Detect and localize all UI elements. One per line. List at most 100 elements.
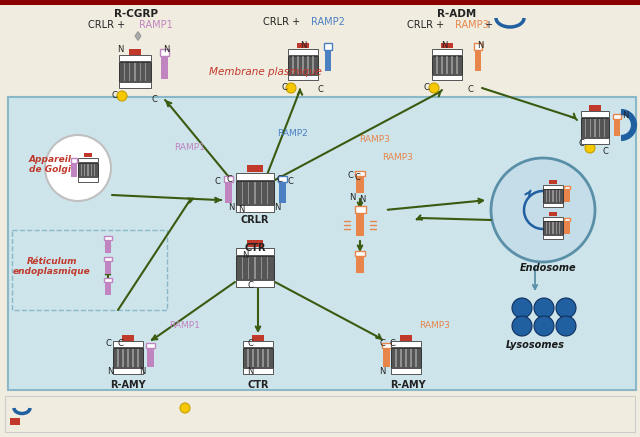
Bar	[236, 205, 274, 212]
Text: Appareil: Appareil	[29, 156, 72, 164]
Bar	[559, 222, 560, 234]
Bar	[278, 176, 287, 182]
Bar	[589, 105, 600, 111]
Bar	[106, 283, 111, 295]
Text: R-AMY: R-AMY	[390, 380, 426, 390]
Bar	[8, 97, 636, 390]
Circle shape	[512, 298, 532, 318]
Circle shape	[512, 316, 532, 336]
Bar	[113, 341, 143, 347]
Text: C: C	[247, 340, 253, 348]
Bar	[546, 190, 547, 202]
Bar	[241, 257, 243, 279]
Polygon shape	[135, 31, 141, 41]
Bar	[248, 182, 250, 204]
Bar	[267, 257, 268, 279]
Bar	[410, 349, 412, 367]
Bar	[474, 43, 483, 49]
Bar	[355, 206, 365, 213]
Bar	[254, 182, 256, 204]
Text: RAMP1: RAMP1	[139, 20, 173, 30]
Bar	[87, 164, 88, 176]
Text: N: N	[139, 368, 145, 377]
Text: N: N	[300, 42, 306, 51]
Bar	[564, 222, 570, 234]
Text: C: C	[247, 281, 253, 289]
Circle shape	[180, 403, 190, 413]
Bar	[267, 182, 268, 204]
Bar	[122, 349, 124, 367]
Text: C: C	[117, 340, 123, 348]
Text: CRLR +: CRLR +	[88, 20, 128, 30]
Bar	[236, 173, 274, 180]
Circle shape	[117, 91, 127, 101]
Bar	[604, 119, 605, 137]
Bar	[581, 111, 609, 117]
Text: C: C	[317, 86, 323, 94]
Text: RAMP3: RAMP3	[383, 153, 413, 163]
Text: N: N	[163, 45, 169, 53]
Bar	[594, 119, 596, 137]
Bar	[549, 190, 550, 202]
Bar	[278, 183, 285, 203]
Text: R-ADM: R-ADM	[437, 9, 477, 19]
Circle shape	[286, 83, 296, 93]
Bar	[391, 341, 421, 347]
Bar	[324, 43, 332, 49]
Bar	[543, 221, 563, 235]
Bar	[312, 56, 314, 73]
Bar	[288, 55, 318, 74]
Bar	[248, 257, 250, 279]
Text: +: +	[484, 20, 492, 30]
Bar	[546, 222, 547, 234]
Bar	[236, 248, 274, 255]
Bar	[106, 262, 111, 274]
Bar	[556, 190, 557, 202]
Bar	[391, 348, 421, 368]
Circle shape	[491, 158, 595, 262]
Bar	[475, 51, 481, 72]
Text: N: N	[477, 42, 483, 51]
Bar	[585, 119, 586, 137]
Bar	[441, 56, 443, 73]
Bar	[119, 62, 151, 82]
Bar	[391, 368, 421, 374]
Bar	[297, 43, 309, 49]
Bar	[355, 251, 365, 256]
Bar	[383, 349, 390, 367]
Bar	[117, 349, 118, 367]
Text: N: N	[117, 45, 123, 53]
Bar	[446, 56, 447, 73]
Bar	[94, 164, 95, 176]
Bar	[307, 56, 308, 73]
Text: C: C	[578, 139, 584, 149]
Text: C: C	[105, 340, 111, 348]
Bar	[432, 55, 462, 74]
Text: CRLR +: CRLR +	[407, 20, 447, 30]
Text: Lysosomes: Lysosomes	[506, 340, 564, 350]
Bar	[72, 163, 77, 177]
Text: CRLR: CRLR	[241, 215, 269, 225]
Circle shape	[45, 135, 111, 201]
Text: Réticulum: Réticulum	[27, 257, 77, 267]
Bar	[10, 418, 20, 425]
Bar	[441, 43, 453, 49]
Bar	[302, 56, 303, 73]
Bar	[104, 278, 111, 282]
Text: C: C	[602, 148, 608, 156]
Bar	[147, 349, 154, 367]
Bar	[254, 257, 256, 279]
Bar	[581, 118, 609, 138]
Circle shape	[534, 298, 554, 318]
Bar	[415, 349, 417, 367]
Bar	[564, 190, 570, 202]
Bar	[223, 176, 232, 182]
Text: C: C	[287, 177, 293, 187]
Bar	[589, 119, 591, 137]
Text: N: N	[349, 194, 355, 202]
Bar	[70, 159, 77, 163]
Text: RAMP3: RAMP3	[360, 135, 390, 145]
Bar	[552, 222, 554, 234]
Bar	[122, 335, 134, 340]
Text: C: C	[276, 176, 282, 184]
